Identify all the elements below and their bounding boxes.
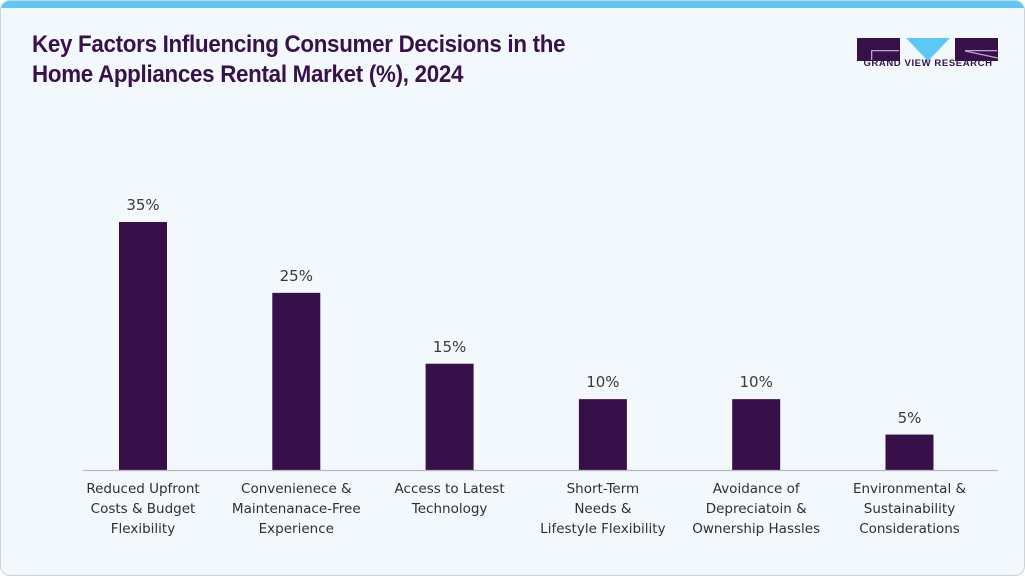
category-label-4: Short-Term Needs & Lifestyle Flexibility (540, 481, 666, 537)
category-label-2: Convenienece & Maintenanace-Free Experie… (231, 481, 361, 537)
grand-view-research-logo-icon (857, 38, 998, 61)
data-label-6: 5% (897, 408, 922, 427)
accent-bar (1, 1, 1024, 8)
category-label-5: Avoidance of Depreciatoin & Ownership Ha… (692, 481, 821, 537)
bar-6 (885, 434, 934, 470)
data-label-5: 10% (739, 373, 773, 392)
category-label-1: Reduced Upfront Costs & Budget Flexibili… (86, 481, 200, 537)
title-line-1: Key Factors Influencing Consumer Decisio… (32, 31, 566, 58)
bar-5 (732, 399, 781, 470)
data-label-1: 35% (126, 196, 160, 214)
bar-2 (272, 292, 321, 470)
chart-title: Key Factors Influencing Consumer Decisio… (32, 30, 702, 90)
category-label-3: Access to Latest Technology (394, 481, 505, 517)
data-label-2: 25% (279, 266, 313, 285)
data-label-4: 10% (586, 373, 620, 392)
title-line-2: Home Appliances Rental Market (%), 2024 (32, 61, 464, 88)
bar-3 (425, 363, 474, 470)
bar-4 (578, 399, 627, 470)
category-label-6: Environmental & Sustainability Considera… (852, 481, 967, 537)
logo-text: GRAND VIEW RESEARCH (863, 58, 993, 69)
data-label-3: 15% (432, 337, 467, 356)
bar-1 (119, 222, 167, 470)
